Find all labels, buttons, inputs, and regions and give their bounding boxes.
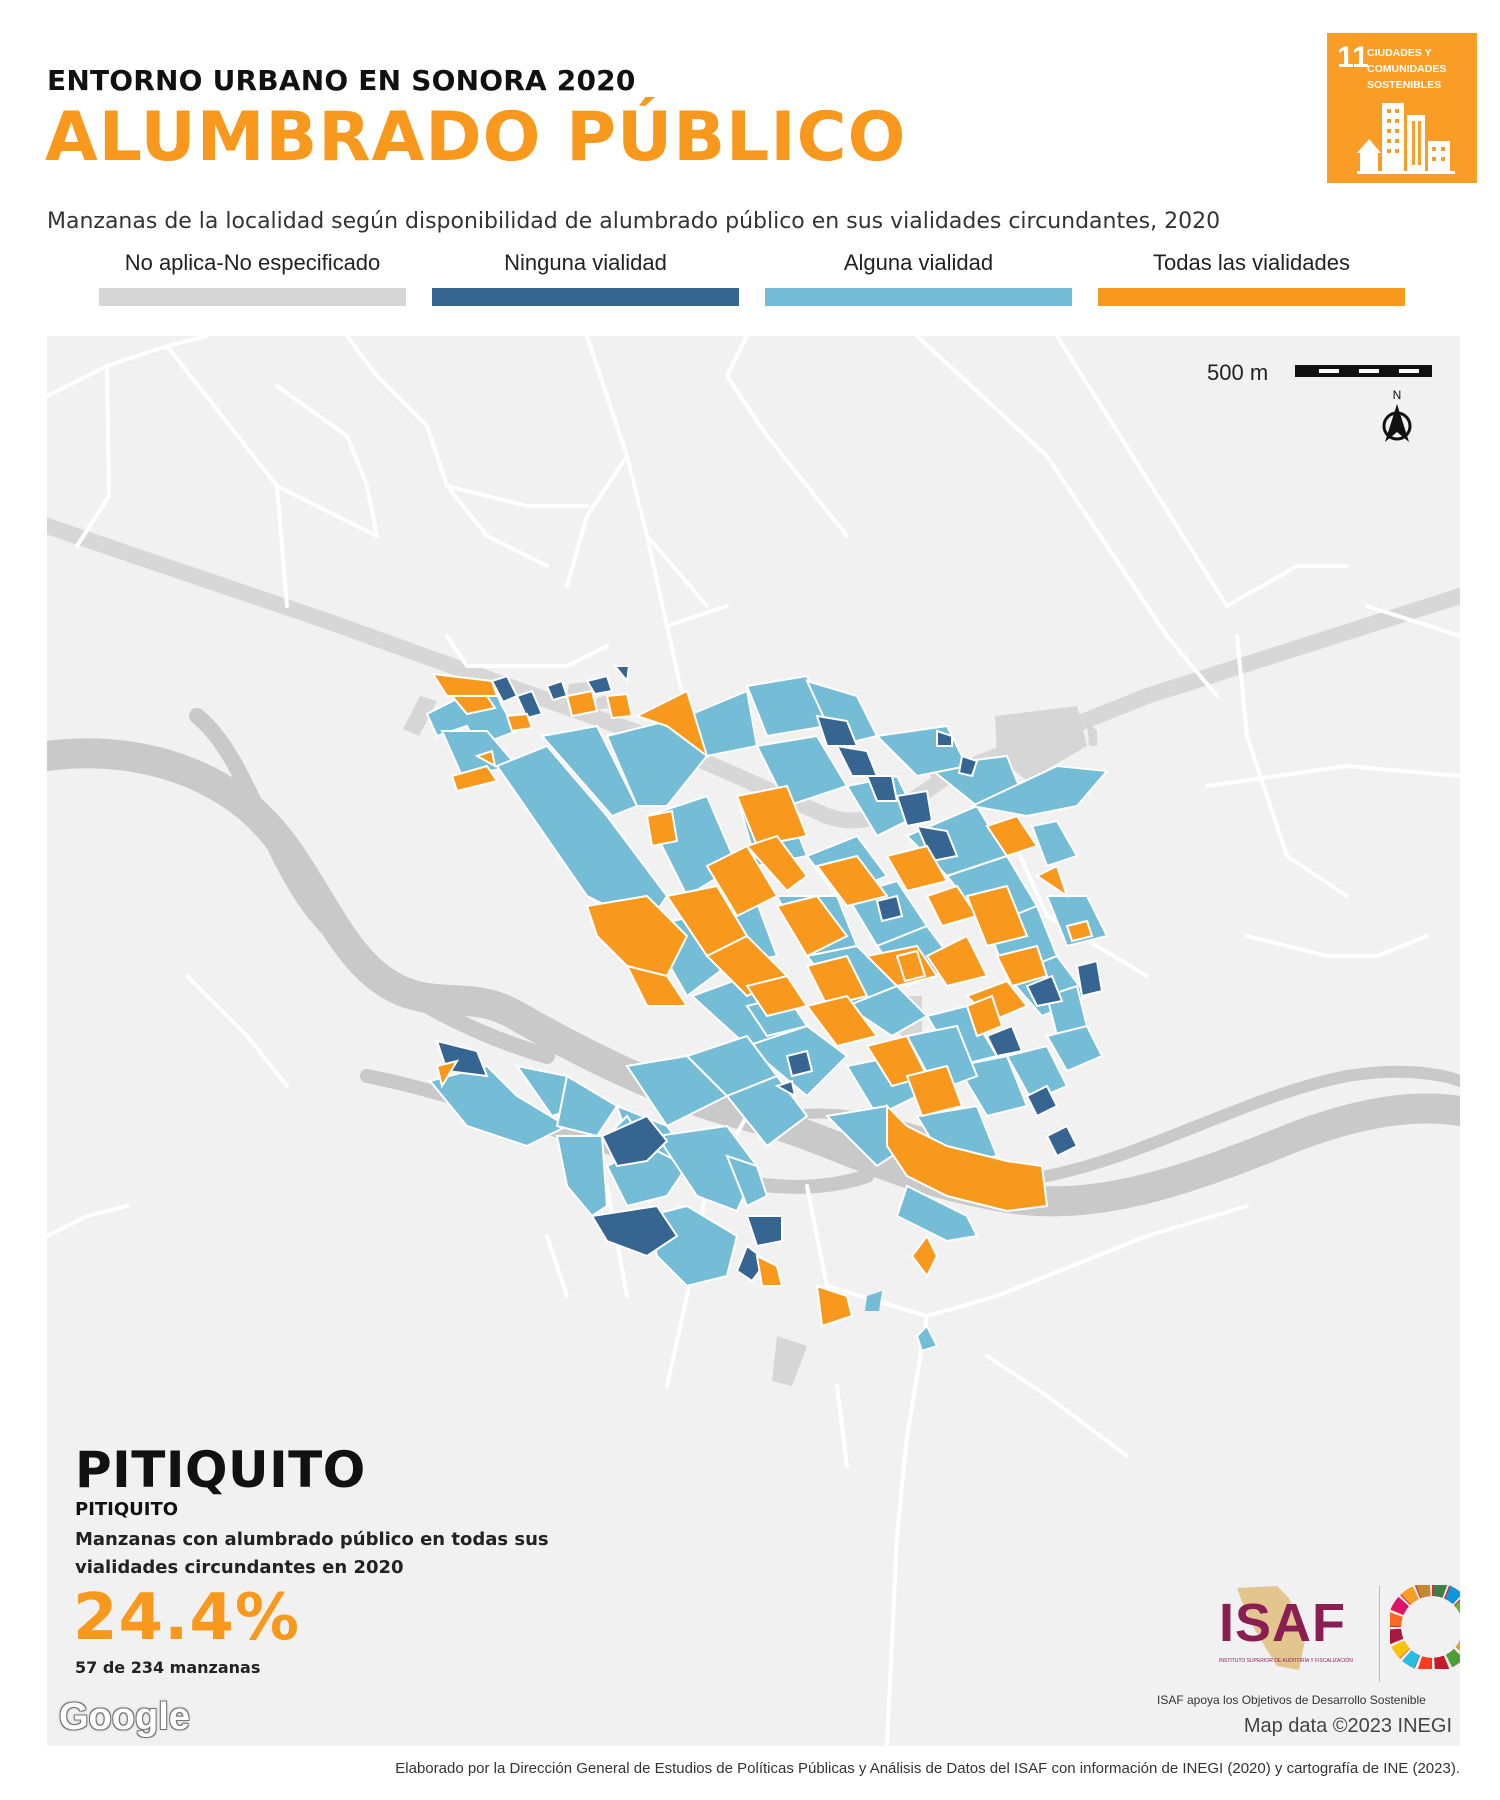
legend-label: Todas las vialidades (1153, 250, 1350, 275)
road-network (47, 336, 1460, 1746)
stat-count: 57 de 234 manzanas (75, 1658, 261, 1677)
legend-swatch (1098, 288, 1405, 306)
map-attribution: Map data ©2023 INEGI (1243, 1715, 1452, 1737)
legend-swatch (99, 288, 406, 306)
isaf-caption-text: ISAF apoya los Objetivos de Desarrollo S… (1157, 1693, 1426, 1707)
scale-label: 500 m (1207, 360, 1269, 385)
north-label: N (1393, 388, 1402, 402)
sdg-number: 11 (1337, 41, 1369, 74)
stat-percentage: 24.4% (73, 1581, 301, 1655)
google-logo: Google (59, 1696, 190, 1738)
footer-credits: Elaborado por la Dirección General de Es… (395, 1760, 1460, 1777)
page-title: ALUMBRADO PÚBLICO (45, 98, 907, 177)
scale-bar (1295, 365, 1432, 377)
map-canvas[interactable] (47, 336, 1460, 1746)
river-branch-1 (189, 708, 555, 1064)
legend-item-no-aplica: No aplica-No especificado (99, 250, 406, 310)
block-south-small (865, 1291, 882, 1311)
divider (1379, 1586, 1380, 1682)
river-branch-3 (1041, 1065, 1460, 1182)
sdg-label: CIUDADES Y COMUNIDADES SOSTENIBLES (1367, 47, 1447, 91)
map-description: Manzanas de la localidad según disponibi… (47, 209, 1221, 234)
sonora-silhouette-icon (1237, 1586, 1305, 1670)
legend-label: Alguna vialidad (843, 250, 994, 275)
report-series-title: ENTORNO URBANO EN SONORA 2020 (47, 64, 636, 97)
legend-item-todas: Todas las vialidades (1098, 250, 1405, 310)
locality-name: PITIQUITO (75, 1441, 366, 1499)
highway (47, 518, 1460, 829)
isaf-fine-print: INSTITUTO SUPERIOR DE AUDITORÍA Y FISCAL… (1219, 1658, 1353, 1664)
isaf-caption: ISAF apoya los Objetivos de Desarrollo S… (1157, 1693, 1457, 1707)
north-arrow-icon: N (1382, 388, 1412, 442)
sdg-wheel-icon (1390, 1585, 1460, 1669)
legend-label: No aplica-No especificado (124, 250, 381, 275)
municipality-name: PITIQUITO (75, 1499, 179, 1520)
legend: No aplica-No especificado Ninguna vialid… (99, 250, 1409, 310)
isaf-logo: ISAF INSTITUTO SUPERIOR DE AUDITORÍA Y F… (1157, 1580, 1460, 1690)
map-panel[interactable]: 500 m N PITIQUITO PITIQUITO Manzanas con… (47, 336, 1460, 1746)
legend-swatch (765, 288, 1072, 306)
legend-swatch (432, 288, 739, 306)
stat-caption: Manzanas con alumbrado público en todas … (75, 1529, 549, 1578)
isaf-wordmark: ISAF (1219, 1593, 1347, 1653)
blocks-todas-vialidades (431, 672, 1094, 1328)
legend-item-ninguna: Ninguna vialidad (432, 250, 739, 310)
blocks-ninguna-vialidad (435, 665, 1104, 1283)
city-buildings-icon (1357, 103, 1455, 174)
legend-label: Ninguna vialidad (504, 250, 667, 275)
blocks-no-aplica (403, 681, 1097, 1386)
legend-item-alguna: Alguna vialidad (765, 250, 1072, 310)
sdg-11-badge: 11 CIUDADES Y COMUNIDADES SOSTENIBLES (1327, 33, 1477, 183)
